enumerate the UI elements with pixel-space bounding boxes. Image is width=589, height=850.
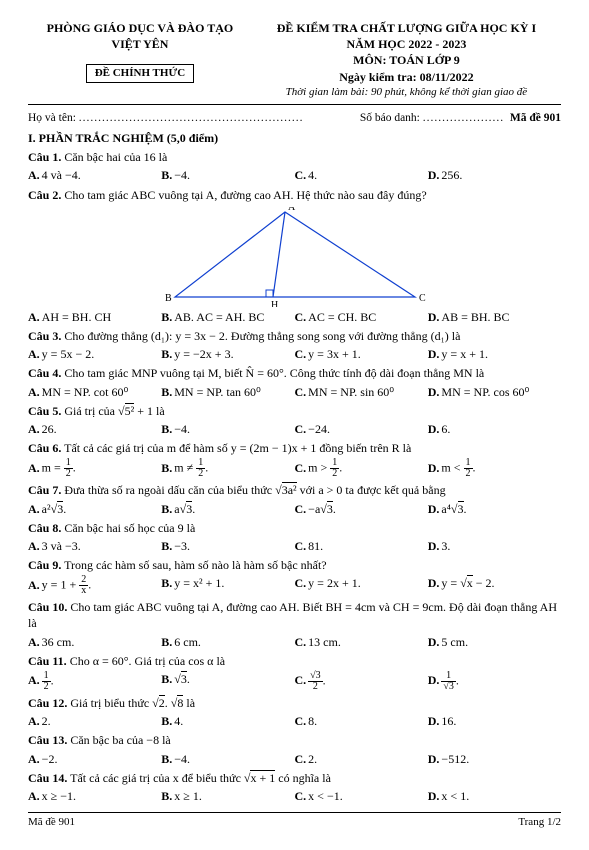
official-stamp: ĐỀ CHÍNH THỨC xyxy=(86,64,194,83)
footer-made: Mã đề 901 xyxy=(28,815,75,830)
duration: Thời gian làm bài: 90 phút, không kể thờ… xyxy=(252,85,561,100)
sbd-label: Số báo danh: ..................... Mã đề… xyxy=(360,111,561,127)
title-line3: MÔN: TOÁN LỚP 9 xyxy=(252,52,561,68)
footer: Mã đề 901 Trang 1/2 xyxy=(28,812,561,830)
question-7: Câu 7. Đưa thừa số ra ngoài dấu căn của … xyxy=(28,482,561,516)
question-4: Câu 4. Cho tam giác MNP vuông tại M, biế… xyxy=(28,365,561,399)
question-8: Câu 8. Căn bậc hai số học của 9 là A.3 v… xyxy=(28,520,561,554)
svg-text:B: B xyxy=(165,293,172,304)
question-11: Câu 11. Cho α = 60°. Giá trị của cos α l… xyxy=(28,653,561,692)
svg-text:C: C xyxy=(419,293,426,304)
dept: PHÒNG GIÁO DỤC VÀ ĐÀO TẠO xyxy=(28,20,252,36)
section-title: I. PHẦN TRẮC NGHIỆM (5,0 điểm) xyxy=(28,130,561,146)
name-row: Họ và tên: .............................… xyxy=(28,111,561,127)
question-12: Câu 12. Giá trị biểu thức √2. √8 là A.2.… xyxy=(28,695,561,729)
exam-code: Mã đề 901 xyxy=(510,112,561,124)
question-6: Câu 6. Tất cả các giá trị của m để hàm s… xyxy=(28,440,561,479)
header-right: ĐỀ KIỂM TRA CHẤT LƯỢNG GIỮA HỌC KỲ I NĂM… xyxy=(252,20,561,100)
triangle-diagram: A B H C xyxy=(155,207,435,307)
question-14: Câu 14. Tất cả các giá trị của x để biểu… xyxy=(28,770,561,804)
title-line1: ĐỀ KIỂM TRA CHẤT LƯỢNG GIỮA HỌC KỲ I xyxy=(252,20,561,36)
footer-page: Trang 1/2 xyxy=(518,815,561,830)
header: PHÒNG GIÁO DỤC VÀ ĐÀO TẠO VIỆT YÊN ĐỀ CH… xyxy=(28,20,561,100)
question-5: Câu 5. Giá trị của √5² + 1 là A.26. B.−4… xyxy=(28,403,561,437)
title-line2: NĂM HỌC 2022 - 2023 xyxy=(252,36,561,52)
question-10: Câu 10. Cho tam giác ABC vuông tại A, đư… xyxy=(28,599,561,650)
svg-text:A: A xyxy=(288,207,296,213)
district: VIỆT YÊN xyxy=(28,36,252,52)
question-13: Câu 13. Căn bậc ba của −8 là A.−2. B.−4.… xyxy=(28,732,561,766)
question-2: Câu 2. Cho tam giác ABC vuông tại A, đườ… xyxy=(28,187,561,325)
header-left: PHÒNG GIÁO DỤC VÀ ĐÀO TẠO VIỆT YÊN ĐỀ CH… xyxy=(28,20,252,100)
question-1: Câu 1. Căn bậc hai của 16 là A.4 và −4. … xyxy=(28,149,561,183)
question-3: Câu 3. Cho đường thẳng (d₁): y = 3x − 2.… xyxy=(28,328,561,362)
question-9: Câu 9. Trong các hàm số sau, hàm số nào … xyxy=(28,557,561,596)
svg-text:H: H xyxy=(271,300,278,307)
exam-date: Ngày kiểm tra: 08/11/2022 xyxy=(252,69,561,85)
fullname-label: Họ và tên: .............................… xyxy=(28,111,304,127)
divider xyxy=(28,104,561,105)
